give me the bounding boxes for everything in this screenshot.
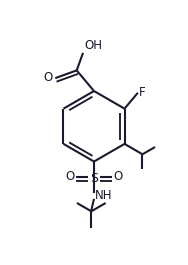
Text: F: F [139, 86, 146, 99]
Text: OH: OH [84, 39, 102, 52]
Text: O: O [113, 170, 123, 183]
Text: NH: NH [95, 189, 113, 202]
Text: S: S [90, 172, 98, 185]
Text: O: O [43, 71, 52, 84]
Text: O: O [65, 170, 75, 183]
